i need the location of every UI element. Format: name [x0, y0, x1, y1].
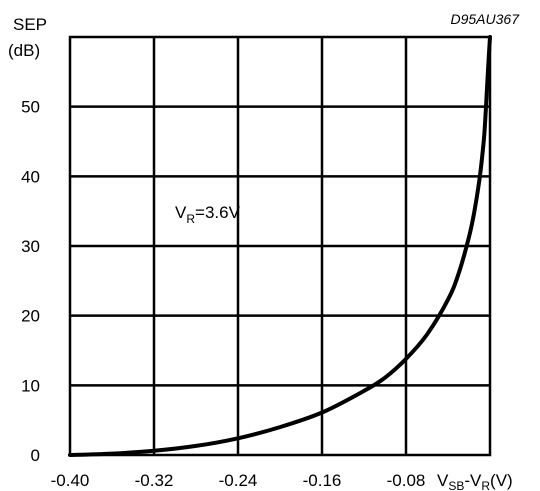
y-axis-title-line2: (dB) — [8, 41, 40, 60]
x-tick-label: -0.40 — [51, 471, 90, 490]
y-tick-label: 30 — [21, 237, 40, 256]
figure-code: D95AU367 — [451, 11, 521, 27]
x-tick-label: -0.16 — [303, 471, 342, 490]
annotation-vr: VR=3.6V — [175, 203, 241, 226]
y-tick-label: 50 — [21, 98, 40, 117]
x-tick-label: -0.24 — [219, 471, 258, 490]
y-axis-title-line1: SEP — [13, 15, 47, 34]
y-tick-label: 10 — [21, 376, 40, 395]
y-tick-label: 20 — [21, 307, 40, 326]
y-tick-labels: 0 10 20 30 40 50 — [21, 98, 40, 465]
x-axis-title: VSB-VR(V) — [437, 471, 513, 491]
plot-frame — [68, 35, 492, 457]
x-tick-labels: -0.40 -0.32 -0.24 -0.16 -0.08 — [51, 471, 426, 490]
y-tick-label: 0 — [31, 446, 40, 465]
y-tick-label: 40 — [21, 167, 40, 186]
x-tick-label: -0.08 — [387, 471, 426, 490]
series-line — [68, 35, 492, 457]
x-tick-label: -0.32 — [135, 471, 174, 490]
grid — [70, 37, 490, 455]
